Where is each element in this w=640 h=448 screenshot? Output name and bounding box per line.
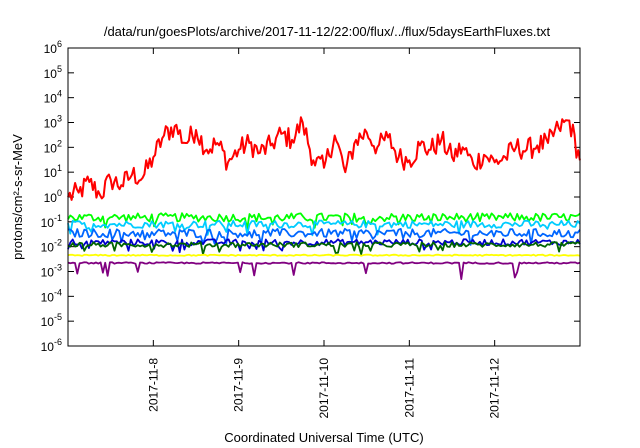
chart-title: /data/run/goesPlots/archive/2017-11-12/2… <box>104 24 551 39</box>
x-axis-ticks: 2017-11-8 2017-11-9 2017-11-10 2017-11-11 20… <box>146 48 502 419</box>
x-tick-label: 2017-11-9 <box>232 358 246 412</box>
series-layer <box>67 116 581 280</box>
series-line <box>67 241 581 256</box>
y-tick-label: 10-1 <box>41 213 62 230</box>
series-line <box>67 253 581 257</box>
x-tick-label: 2017-11-8 <box>146 358 160 412</box>
y-tick-label: 10-5 <box>41 312 62 329</box>
series-line <box>67 116 581 201</box>
y-axis-ticks: 10-6 10-5 10-4 10-3 10-2 10-1 100 101 102 103 104 1… <box>41 39 580 354</box>
plot-frame <box>67 47 581 347</box>
x-axis-label: Coordinated Universal Time (UTC) <box>224 430 423 445</box>
y-tick-label: 10-2 <box>41 238 62 255</box>
x-tick-label: 2017-11-10 <box>317 358 331 419</box>
y-tick-label: 10-6 <box>41 337 62 354</box>
y-tick-label: 10-3 <box>41 263 62 280</box>
series-line <box>67 227 581 246</box>
y-axis-label: protons/cm²-s-sr-MeV <box>10 134 25 260</box>
y-tick-label: 104 <box>44 89 62 106</box>
y-tick-label: 105 <box>44 64 62 81</box>
y-tick-label: 100 <box>44 188 62 205</box>
y-tick-label: 103 <box>44 114 62 131</box>
y-tick-label: 101 <box>44 163 62 180</box>
series-line <box>67 212 581 230</box>
x-tick-label: 2017-11-11 <box>402 358 416 418</box>
y-tick-label: 102 <box>44 138 62 155</box>
y-tick-label: 106 <box>44 39 62 56</box>
series-line <box>67 261 581 280</box>
x-tick-label: 2017-11-12 <box>488 358 502 419</box>
series-line <box>67 219 581 237</box>
y-tick-label: 10-4 <box>41 287 62 304</box>
